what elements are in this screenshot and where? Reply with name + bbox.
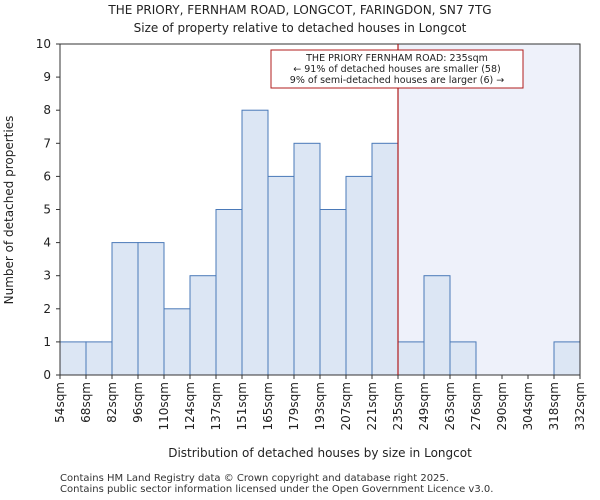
annotation-line-1: THE PRIORY FERNHAM ROAD: 235sqm <box>305 53 488 64</box>
x-tick-label: 332sqm <box>573 382 587 430</box>
annotation-box: THE PRIORY FERNHAM ROAD: 235sqm ← 91% of… <box>270 49 524 89</box>
annotation-line-2: ← 91% of detached houses are smaller (58… <box>293 64 500 75</box>
y-tick-label: 6 <box>43 169 51 183</box>
bar <box>137 242 165 376</box>
x-tick-label: 82sqm <box>105 382 119 423</box>
x-tick-label: 137sqm <box>209 382 223 430</box>
y-tick-label: 2 <box>43 302 51 316</box>
x-tick-label: 290sqm <box>495 382 509 430</box>
y-tick-label: 3 <box>43 269 51 283</box>
x-tick-label: 124sqm <box>183 382 197 430</box>
bar <box>241 109 269 376</box>
x-tick-label: 249sqm <box>417 382 431 430</box>
footer: Contains HM Land Registry data © Crown c… <box>60 473 493 495</box>
y-tick-label: 9 <box>43 70 51 84</box>
x-tick-label: 151sqm <box>235 382 249 430</box>
y-tick-label: 4 <box>43 236 51 250</box>
bar <box>397 341 425 376</box>
plot-area: 0 1 2 3 4 5 6 7 8 9 10 54sqm 68sqm 82sqm 96sqm 110sqm 12… <box>36 37 587 430</box>
x-axis-label: Distribution of detached houses by size … <box>168 446 472 460</box>
y-tick-label: 10 <box>36 37 51 51</box>
bar <box>163 308 191 376</box>
y-tick-label: 5 <box>43 203 51 217</box>
bar <box>111 242 139 376</box>
bar <box>319 209 347 376</box>
x-tick-label: 207sqm <box>339 382 353 430</box>
chart-subtitle: Size of property relative to detached ho… <box>134 21 467 35</box>
bar <box>85 341 113 376</box>
x-tick-label: 235sqm <box>391 382 405 430</box>
x-tick-label: 221sqm <box>365 382 379 430</box>
bar <box>449 341 477 376</box>
bar <box>371 142 399 376</box>
annotation-line-3: 9% of semi-detached houses are larger (6… <box>290 75 504 86</box>
footer-line-2: Contains public sector information licen… <box>60 484 494 495</box>
x-tick-label: 54sqm <box>53 382 67 423</box>
x-tick-label: 68sqm <box>79 382 93 423</box>
x-tick-label: 318sqm <box>547 382 561 430</box>
bar <box>345 175 373 376</box>
bar <box>189 275 217 376</box>
x-tick-label: 96sqm <box>131 382 145 423</box>
bar <box>293 142 321 376</box>
bar <box>267 175 295 376</box>
y-tick-label: 7 <box>43 136 51 150</box>
x-tick-label: 110sqm <box>157 382 171 430</box>
x-tick-label: 165sqm <box>261 382 275 430</box>
x-tick-label: 263sqm <box>443 382 457 430</box>
y-tick-label: 1 <box>43 335 51 349</box>
bar <box>423 275 451 376</box>
x-tick-label: 304sqm <box>521 382 535 430</box>
y-axis-label: Number of detached properties <box>2 116 16 305</box>
x-tick-label: 179sqm <box>287 382 301 430</box>
chart-title: THE PRIORY, FERNHAM ROAD, LONGCOT, FARIN… <box>107 3 491 17</box>
bar <box>59 341 87 376</box>
x-tick-label: 276sqm <box>469 382 483 430</box>
x-tick-label: 193sqm <box>313 382 327 430</box>
bar <box>553 341 581 376</box>
footer-line-1: Contains HM Land Registry data © Crown c… <box>60 473 449 484</box>
bar <box>215 209 243 376</box>
y-tick-label: 8 <box>43 103 51 117</box>
y-tick-label: 0 <box>43 368 51 382</box>
